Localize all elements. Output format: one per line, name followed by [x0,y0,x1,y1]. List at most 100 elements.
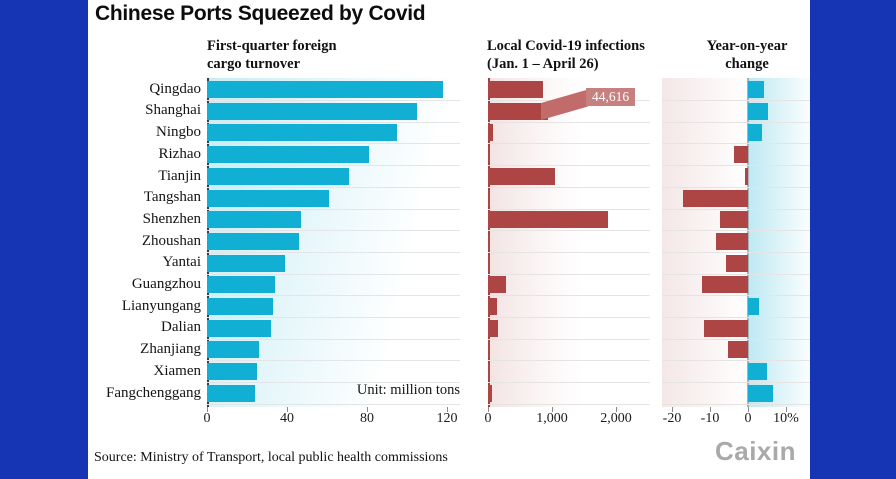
bar-local-shenzhen [488,211,608,229]
gridline [488,251,650,253]
gridline [207,251,460,253]
axis-tick-label: 0 [484,411,492,426]
gridline [662,273,810,275]
port-label-ningbo: Ningbo [156,124,201,141]
bar-first-quarter-shanghai [207,102,417,120]
bar-local-shanghai [488,102,548,120]
bar-year-on-year-lianyungang [748,298,760,315]
axis-tick-label: 2,000 [600,411,632,426]
port-label-xiamen: Xiamen [153,362,201,379]
gridline [488,186,650,188]
gridline [488,338,650,340]
gridline [488,403,650,405]
bar-year-on-year-rizhao [733,146,748,164]
gridline [207,273,460,275]
port-label-tianjin: Tianjin [158,167,201,184]
gridline [488,208,650,210]
bar-local-tianjin [488,167,556,185]
axis-tick [552,407,553,412]
break-value-label: 44,616 [586,87,636,106]
bar-year-on-year-shanghai [748,102,768,120]
axis-tick [748,407,749,412]
bar-local-lianyungang [488,298,497,315]
bar-first-quarter-qingdao [207,81,443,98]
axis-tick [786,407,787,412]
bar-first-quarter-tianjin [207,167,349,185]
gridline [488,165,650,167]
axis-tick [367,407,368,412]
gridline [207,208,460,210]
bar-local-guangzhou [488,276,506,294]
bar-local-xiamen [488,363,490,381]
bar-year-on-year-qingdao [748,81,764,98]
axis-tick-label: 10% [773,411,799,426]
bar-local-fangchenggang [488,384,493,402]
bar-local-dalian [488,319,498,337]
bar-local-zhanjiang [488,341,490,359]
caixin-logo: Caixin [714,436,796,466]
bar-first-quarter-ningbo [207,124,397,142]
axis-tick [488,407,489,412]
axis-tick-label: 0 [203,411,211,426]
gridline [662,403,810,405]
axis-tick [207,407,208,412]
axis-tick [616,407,617,412]
bar-first-quarter-tangshan [207,189,329,207]
gridline [662,186,810,188]
axis-tick [287,407,288,412]
axis-tick-label: -10 [700,411,720,426]
bar-first-quarter-dalian [207,319,271,337]
gridline [488,382,650,384]
gridline [662,230,810,232]
bar-year-on-year-ningbo [748,124,762,142]
gridline [207,317,460,318]
port-label-guangzhou: Guangzhou [131,276,201,292]
source-note: Source: Ministry of Transport, local pub… [94,450,448,465]
bar-year-on-year-tianjin [744,167,748,185]
gridline [488,317,650,318]
bar-year-on-year-fangchenggang [748,384,773,402]
bar-year-on-year-yantai [725,254,748,272]
gridline [488,360,650,362]
port-label-rizhao: Rizhao [158,145,202,162]
panel-header-infections: Local Covid-19 infections (Jan. 1 – Apri… [487,38,645,73]
panel-cargo-turnover [207,78,460,407]
bar-local-rizhao [488,146,490,164]
gridline [207,165,460,167]
panel-yoy-change [662,78,810,407]
port-label-yantai: Yantai [162,254,201,271]
bar-year-on-year-dalian [703,319,748,337]
gridline [488,230,650,232]
axis-tick-label: 1,000 [536,411,568,426]
axis-tick-label: 80 [360,411,374,426]
gridline [488,121,650,123]
gridline [662,143,810,145]
axis-tick [447,407,448,412]
bar-year-on-year-zhanjiang [727,341,748,359]
gridline [207,382,460,384]
chart-canvas: Chinese Ports Squeezed by Covid First-qu… [88,0,810,479]
bar-year-on-year-shenzhen [720,211,748,229]
gridline [662,100,810,101]
gridline [207,100,460,101]
axis-tick [710,407,711,412]
bar-first-quarter-zhoushan [207,232,299,250]
bar-year-on-year-xiamen [748,363,767,381]
gridline [662,165,810,167]
gridline [662,295,810,297]
gridline [662,121,810,123]
gridline [207,143,460,145]
axis-tick-label: 120 [436,411,458,426]
port-label-dalian: Dalian [161,319,201,336]
bar-local-qingdao [488,81,544,98]
bar-year-on-year-tangshan [683,189,748,207]
bar-local-zhoushan [488,232,490,250]
port-label-shenzhen: Shenzhen [142,210,201,227]
bar-first-quarter-guangzhou [207,276,275,294]
panel-header-yoy: Year-on-year change [706,38,788,73]
gridline [207,403,460,405]
bar-local-tangshan [488,189,490,207]
port-label-shanghai: Shanghai [145,102,201,119]
unit-note: Unit: million tons [356,382,460,398]
